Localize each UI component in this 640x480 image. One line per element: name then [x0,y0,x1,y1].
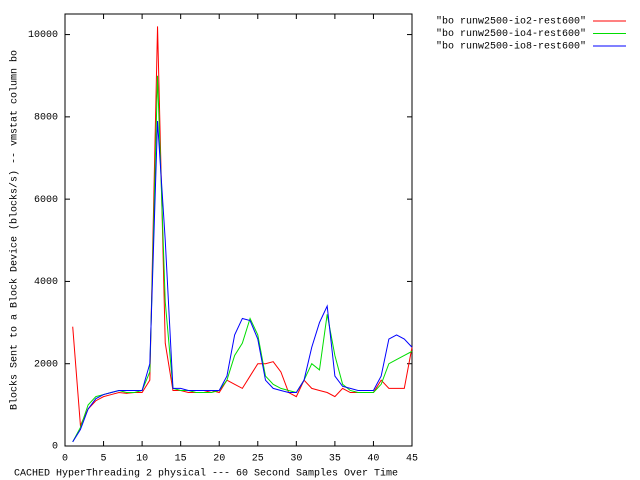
x-tick-label: 35 [329,454,341,465]
x-tick-label: 15 [175,454,187,465]
x-tick-label: 0 [62,454,68,465]
y-tick-label: 4000 [34,277,58,288]
plot-border [64,13,413,447]
y-tick-label: 0 [52,442,58,453]
x-tick-label: 45 [406,454,418,465]
x-tick-label: 5 [101,454,107,465]
x-tick-label: 20 [213,454,225,465]
x-tick-label: 30 [290,454,302,465]
y-axis-label: Blocks Sent to a Block Device (blocks/s)… [9,50,21,410]
y-tick-label: 8000 [34,112,58,123]
series-line [72,120,413,443]
x-tick-label: 25 [252,454,264,465]
y-tick-label: 6000 [34,195,58,206]
y-tick-label: 10000 [28,30,58,41]
x-tick-label: 10 [136,454,148,465]
x-axis-label: CACHED HyperThreading 2 physical --- 60 … [14,468,398,480]
legend-label: "bo runw2500-io4-rest600" [436,28,586,40]
series-line [72,75,413,443]
legend-label: "bo runw2500-io2-rest600" [436,16,586,28]
series-line [72,26,413,428]
x-tick-label: 40 [367,454,379,465]
legend-label: "bo runw2500-io8-rest600" [436,41,586,53]
y-tick-label: 2000 [34,359,58,370]
